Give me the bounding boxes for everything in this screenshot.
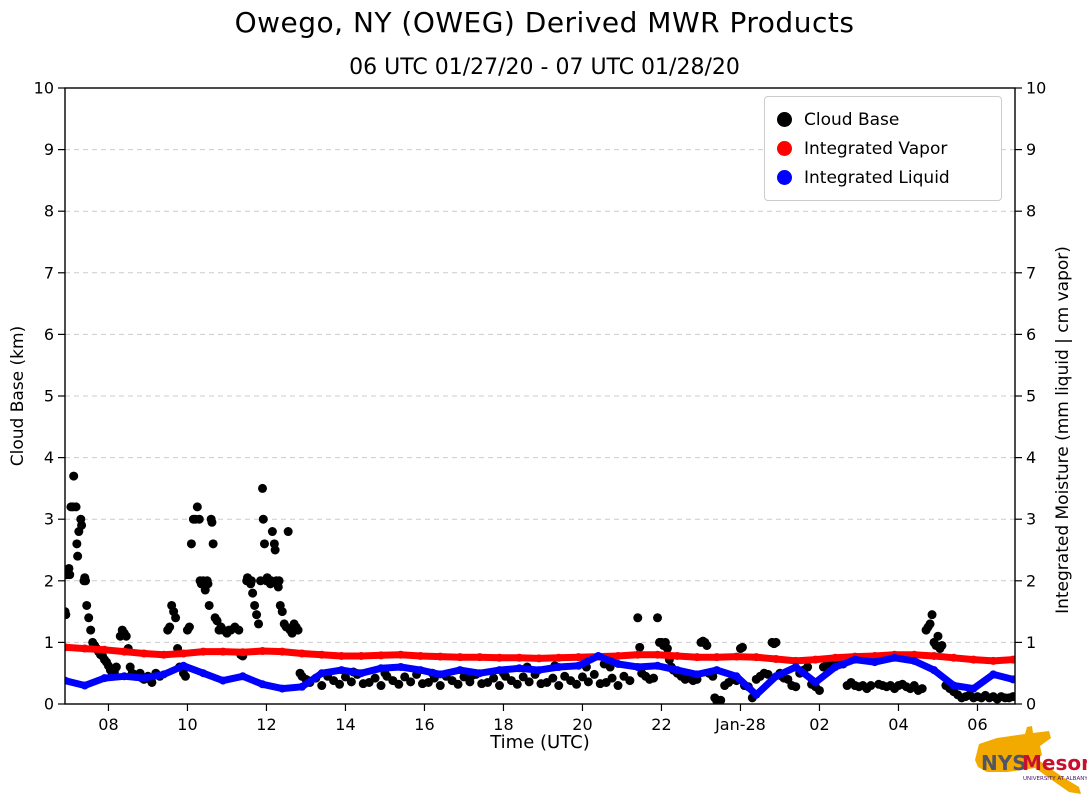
svg-text:1: 1 [1026, 633, 1036, 652]
svg-text:0: 0 [44, 695, 54, 714]
svg-text:Jan-28: Jan-28 [714, 715, 766, 734]
svg-text:5: 5 [44, 387, 54, 406]
svg-text:8: 8 [1026, 202, 1036, 221]
svg-text:3: 3 [1026, 510, 1036, 529]
svg-text:6: 6 [1026, 325, 1036, 344]
chart-title: Owego, NY (OWEG) Derived MWR Products [234, 6, 855, 39]
svg-text:0: 0 [1026, 695, 1036, 714]
svg-text:04: 04 [888, 715, 908, 734]
svg-text:2: 2 [1026, 571, 1036, 590]
series [65, 471, 1015, 704]
series-integrated-liquid [65, 651, 1015, 699]
svg-text:4: 4 [44, 448, 54, 467]
legend: Cloud Base Integrated Vapor Integrated L… [764, 96, 1002, 201]
svg-text:1: 1 [44, 633, 54, 652]
nys-mesonet-logo: NYS Mesonet UNIVERSITY AT ALBANY [975, 726, 1087, 794]
logo-nys-text: NYS [981, 751, 1027, 775]
svg-text:08: 08 [98, 715, 118, 734]
svg-text:4: 4 [1026, 448, 1036, 467]
ny-state-shape-icon [975, 726, 1081, 794]
legend-label-integrated-liquid: Integrated Liquid [804, 167, 950, 188]
integrated-vapor-marker-icon [777, 141, 792, 156]
legend-item-integrated-vapor: Integrated Vapor [777, 134, 995, 163]
svg-text:10: 10 [34, 79, 54, 98]
svg-text:20: 20 [572, 715, 592, 734]
svg-text:7: 7 [44, 263, 54, 282]
legend-item-integrated-liquid: Integrated Liquid [777, 163, 995, 192]
y-axes: 0 0 1 1 2 2 3 3 4 4 5 5 6 6 7 7 8 8 9 9 10 10 [34, 79, 1047, 714]
y-axis-label-left: Cloud Base (km) [8, 325, 28, 467]
logo-mesonet-text: Mesonet [1022, 751, 1087, 775]
svg-text:16: 16 [414, 715, 434, 734]
svg-text:10: 10 [177, 715, 197, 734]
svg-text:12: 12 [256, 715, 276, 734]
x-axis-label: Time (UTC) [490, 732, 590, 753]
cloud-base-marker-icon [777, 112, 792, 127]
x-axis: 08 10 12 14 16 18 20 22 Jan-28 02 04 06 [98, 704, 988, 734]
svg-text:02: 02 [809, 715, 829, 734]
chart-subtitle: 06 UTC 01/27/20 - 07 UTC 01/28/20 [349, 55, 740, 80]
svg-text:5: 5 [1026, 387, 1036, 406]
svg-text:2: 2 [44, 571, 54, 590]
svg-text:8: 8 [44, 202, 54, 221]
legend-label-cloud-base: Cloud Base [804, 109, 900, 130]
gridlines [65, 149, 1015, 643]
svg-text:3: 3 [44, 510, 54, 529]
legend-label-integrated-vapor: Integrated Vapor [804, 138, 948, 159]
svg-text:14: 14 [335, 715, 355, 734]
svg-text:9: 9 [1026, 140, 1036, 159]
svg-text:10: 10 [1026, 79, 1046, 98]
plot-spines [64, 87, 1016, 705]
svg-text:9: 9 [44, 140, 54, 159]
svg-text:18: 18 [493, 715, 513, 734]
svg-text:22: 22 [651, 715, 671, 734]
svg-text:7: 7 [1026, 263, 1036, 282]
integrated-liquid-marker-icon [777, 170, 792, 185]
y-axis-label-right: Integrated Moisture (mm liquid | cm vapo… [1053, 246, 1073, 614]
legend-item-cloud-base: Cloud Base [777, 105, 995, 134]
svg-text:06: 06 [967, 715, 987, 734]
svg-text:6: 6 [44, 325, 54, 344]
logo-subtext: UNIVERSITY AT ALBANY [1023, 776, 1087, 782]
